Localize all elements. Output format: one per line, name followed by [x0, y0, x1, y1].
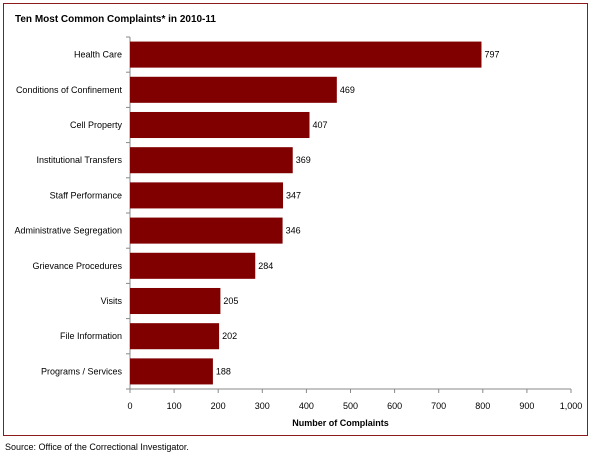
value-label: 369 — [296, 155, 311, 165]
bar-0 — [130, 41, 482, 68]
category-label: Staff Performance — [50, 190, 122, 200]
x-tick-label: 1,000 — [560, 401, 583, 411]
value-label: 469 — [340, 85, 355, 95]
category-label: Grievance Procedures — [32, 261, 122, 271]
bar-4 — [130, 182, 284, 209]
bar-9 — [130, 358, 213, 385]
x-tick-label: 500 — [343, 401, 358, 411]
x-tick-label: 0 — [127, 401, 132, 411]
value-label: 797 — [484, 50, 499, 60]
bar-3 — [130, 147, 293, 174]
value-label: 205 — [223, 296, 238, 306]
value-label: 347 — [286, 190, 301, 200]
x-tick-label: 600 — [387, 401, 402, 411]
x-axis-title: Number of Complaints — [292, 418, 389, 428]
x-tick-label: 900 — [519, 401, 534, 411]
x-tick-label: 100 — [167, 401, 182, 411]
category-label: File Information — [60, 331, 122, 341]
category-label: Health Care — [74, 50, 122, 60]
chart-frame: Ten Most Common Complaints* in 2010-11 — [3, 3, 588, 436]
chart-title: Ten Most Common Complaints* in 2010-11 — [15, 14, 216, 25]
value-label: 407 — [312, 120, 327, 130]
category-label: Cell Property — [70, 120, 123, 130]
category-label: Administrative Segregation — [14, 226, 122, 236]
value-label: 346 — [286, 226, 301, 236]
value-label: 202 — [222, 331, 237, 341]
bar-7 — [130, 287, 221, 315]
x-tick-label: 400 — [299, 401, 314, 411]
x-tick-label: 200 — [211, 401, 226, 411]
x-tick-label: 300 — [255, 401, 270, 411]
bar-chart: Health Care 797 Conditions of Confinement 4… — [14, 36, 583, 428]
x-tick-label: 800 — [475, 401, 490, 411]
category-label: Programs / Services — [41, 366, 123, 376]
bar-6 — [130, 252, 256, 279]
bar-1 — [130, 76, 337, 103]
source-note: Source: Office of the Correctional Inves… — [5, 442, 189, 452]
category-label: Conditions of Confinement — [16, 85, 123, 95]
value-label: 188 — [216, 366, 231, 376]
category-label: Institutional Transfers — [36, 155, 122, 165]
value-label: 284 — [258, 261, 273, 271]
bar-2 — [130, 111, 310, 139]
x-tick-label: 700 — [431, 401, 446, 411]
bar-5 — [130, 217, 283, 244]
category-label: Visits — [101, 296, 123, 306]
bar-8 — [130, 323, 220, 350]
